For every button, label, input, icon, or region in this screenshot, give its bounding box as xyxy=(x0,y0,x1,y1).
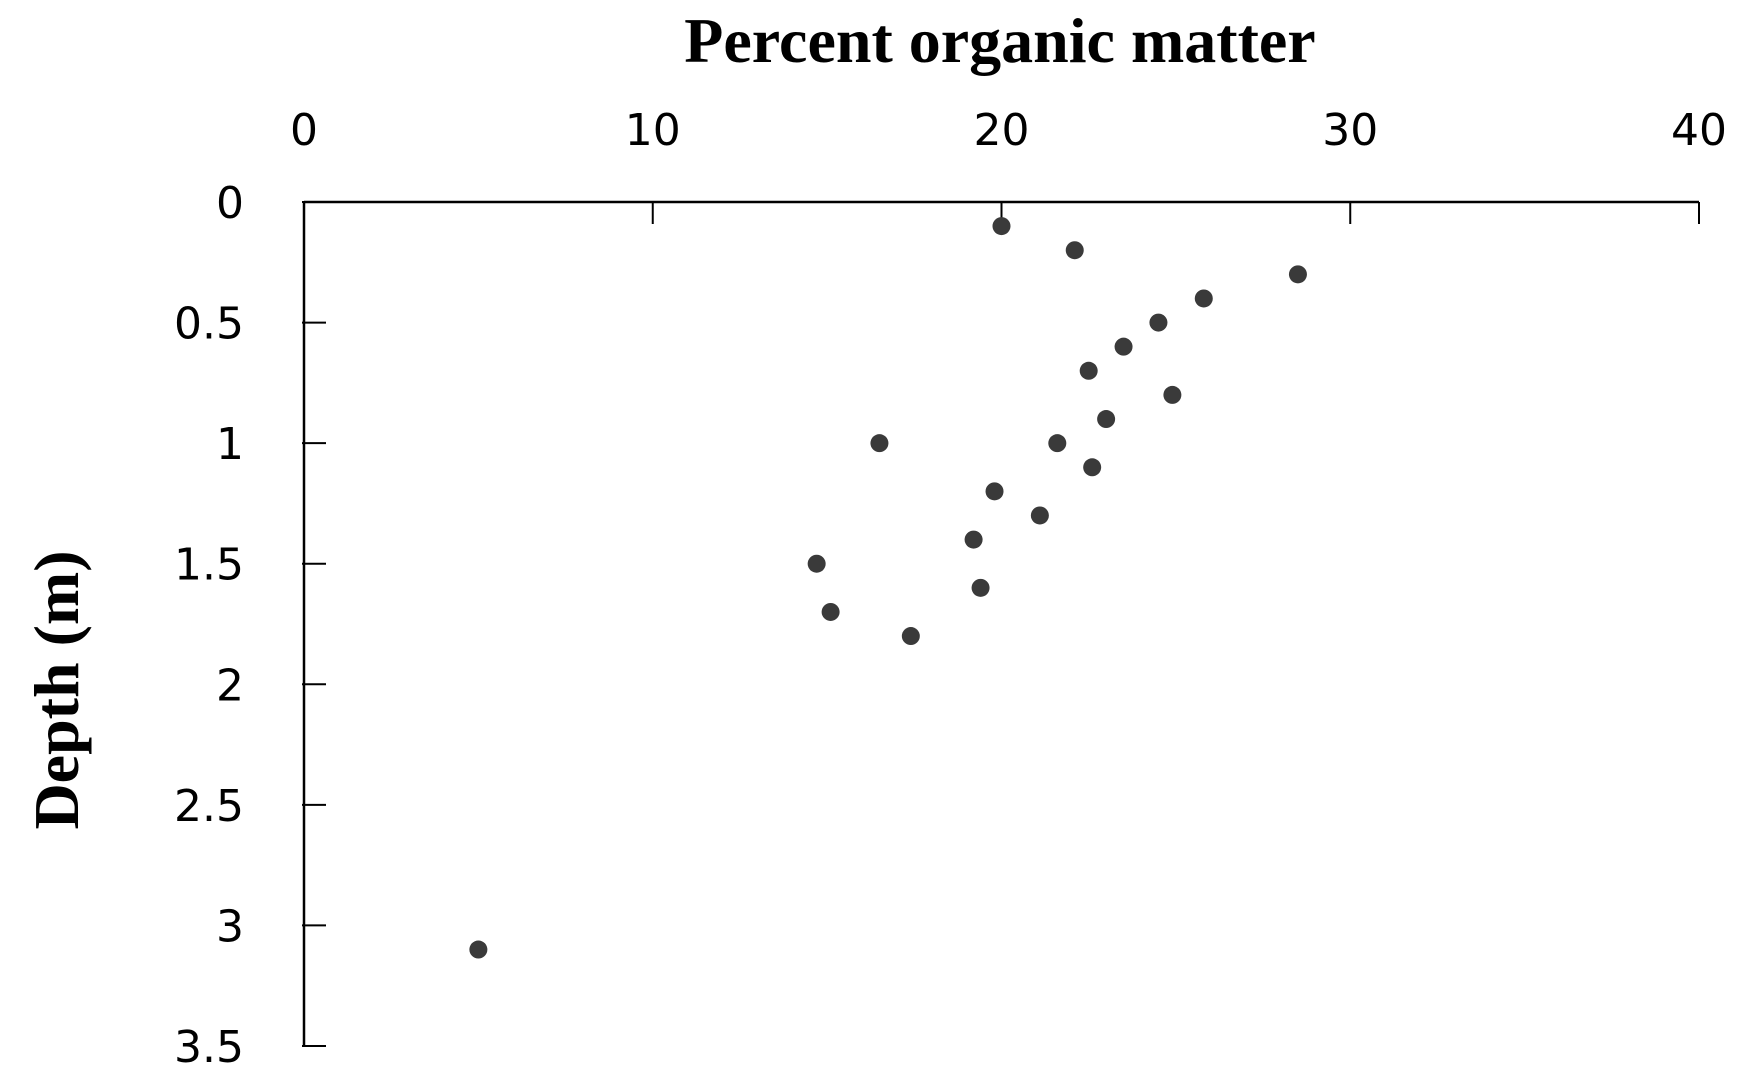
data-point xyxy=(1083,458,1102,477)
data-point xyxy=(1149,313,1168,332)
data-point xyxy=(992,217,1011,236)
data-point xyxy=(1194,289,1213,308)
data-point xyxy=(870,434,889,453)
data-point xyxy=(964,530,983,549)
y-tick-label: 2 xyxy=(216,660,244,711)
data-point xyxy=(469,940,488,959)
y-axis-ticks: 0 0.5 1 1.5 2 2.5 3 3.5 xyxy=(174,178,326,1073)
y-tick-label: 1 xyxy=(216,419,244,470)
data-point xyxy=(1288,265,1307,284)
data-point xyxy=(901,627,920,646)
x-tick-label: 0 xyxy=(290,105,318,156)
x-tick-label: 30 xyxy=(1322,105,1378,156)
y-tick-label: 0 xyxy=(216,178,244,229)
y-tick-label: 3 xyxy=(216,901,244,952)
data-points xyxy=(469,217,1307,959)
data-point xyxy=(1097,410,1116,429)
x-tick-label: 20 xyxy=(974,105,1030,156)
data-point xyxy=(1114,337,1133,356)
data-point xyxy=(1048,434,1067,453)
data-point xyxy=(821,602,840,621)
x-axis-ticks: 0 10 20 30 40 xyxy=(290,105,1727,224)
data-point xyxy=(1065,241,1084,260)
data-point xyxy=(971,578,990,597)
x-tick-label: 40 xyxy=(1671,105,1727,156)
y-axis-title: Depth (m) xyxy=(21,550,92,829)
y-tick-label: 1.5 xyxy=(174,540,244,591)
x-axis-title: Percent organic matter xyxy=(684,5,1315,76)
data-point xyxy=(1030,506,1049,525)
data-point xyxy=(985,482,1004,501)
y-tick-label: 3.5 xyxy=(174,1022,244,1073)
y-tick-label: 2.5 xyxy=(174,781,244,832)
x-tick-label: 10 xyxy=(625,105,681,156)
data-point xyxy=(1079,361,1098,380)
data-point xyxy=(807,554,826,573)
y-tick-label: 0.5 xyxy=(174,299,244,350)
data-point xyxy=(1163,385,1182,404)
